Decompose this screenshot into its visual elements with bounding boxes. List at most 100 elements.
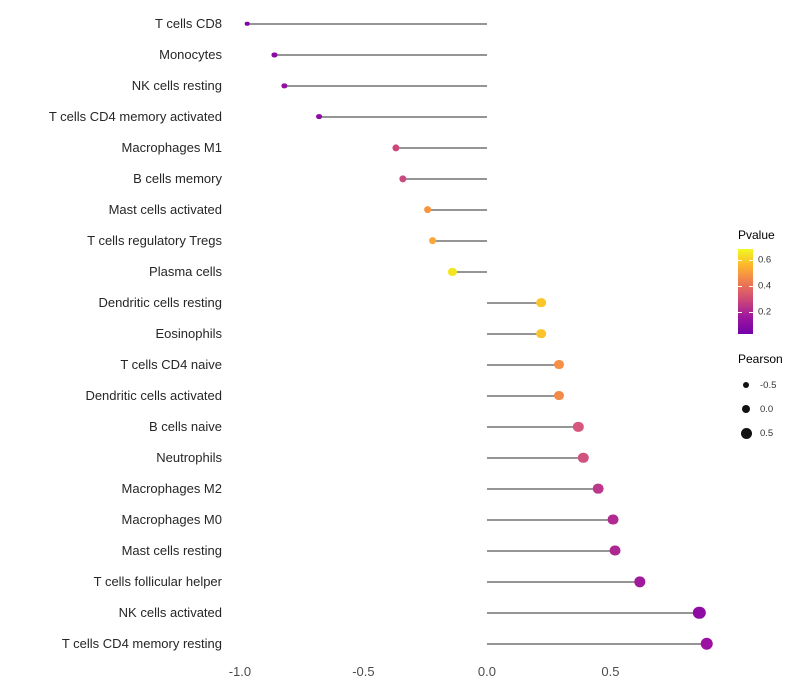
pearson-legend-title: Pearson	[738, 352, 783, 366]
row-track	[232, 194, 712, 225]
lollipop-stem	[486, 581, 641, 582]
lollipop-dot[interactable]	[423, 205, 432, 214]
row-track	[232, 473, 712, 504]
lollipop-stem	[427, 209, 487, 210]
row-track	[232, 535, 712, 566]
lollipop-dot[interactable]	[553, 359, 564, 370]
chart-row: Macrophages M1	[0, 132, 712, 163]
lollipop-dot[interactable]	[536, 328, 547, 339]
lollipop-dot[interactable]	[700, 637, 714, 650]
category-label: T cells CD4 naive	[120, 357, 222, 372]
category-label: Dendritic cells resting	[98, 295, 222, 310]
row-track	[232, 597, 712, 628]
chart-row: Neutrophils	[0, 442, 712, 473]
lollipop-dot[interactable]	[536, 297, 547, 308]
chart-row: T cells CD4 memory resting	[0, 628, 714, 659]
pearson-legend-item: 0.5	[738, 421, 800, 445]
category-label: B cells memory	[133, 171, 222, 186]
category-label: Plasma cells	[149, 264, 222, 279]
row-track	[232, 101, 712, 132]
lollipop-dot[interactable]	[271, 51, 278, 58]
chart-row: Plasma cells	[0, 256, 712, 287]
pvalue-legend: Pvalue 0.6 0.4 0.2	[738, 228, 800, 334]
lollipop-dot[interactable]	[448, 267, 457, 276]
pearson-legend: Pearson -0.5 0.0 0.5	[738, 352, 800, 445]
row-track	[232, 8, 712, 39]
chart-row: Mast cells activated	[0, 194, 712, 225]
pearson-legend-dot	[743, 382, 749, 388]
lollipop-dot[interactable]	[399, 174, 407, 183]
row-track	[232, 225, 712, 256]
lollipop-dot[interactable]	[391, 143, 400, 152]
pearson-legend-dot-box	[738, 427, 754, 439]
category-label: Mast cells resting	[121, 543, 222, 558]
lollipop-dot[interactable]	[693, 606, 706, 619]
lollipop-dot[interactable]	[573, 421, 584, 432]
lollipop-dot[interactable]	[245, 21, 250, 26]
pearson-legend-item: -0.5	[738, 373, 800, 397]
lollipop-stem	[486, 550, 616, 551]
lollipop-stem	[486, 395, 559, 396]
lollipop-dot[interactable]	[281, 82, 287, 89]
category-label: Monocytes	[159, 47, 222, 62]
chart-row: Macrophages M0	[0, 504, 712, 535]
chart-row: Mast cells resting	[0, 535, 712, 566]
x-axis-tick-label: -1.0	[228, 664, 252, 679]
chart-row: NK cells activated	[0, 597, 712, 628]
row-track	[232, 566, 712, 597]
x-axis-tick-label: 0.0	[477, 664, 496, 679]
category-label: Eosinophils	[155, 326, 223, 341]
category-label: T cells follicular helper	[93, 574, 222, 589]
row-track	[232, 504, 712, 535]
lollipop-stem	[486, 457, 584, 458]
category-label: T cells regulatory Tregs	[87, 233, 222, 248]
chart-row: NK cells resting	[0, 70, 712, 101]
row-track	[232, 39, 712, 70]
x-axis-tick-label: -0.5	[352, 664, 375, 679]
pearson-legend-dot	[741, 404, 751, 414]
row-track	[232, 442, 712, 473]
pvalue-colorbar-tick	[738, 311, 742, 313]
lollipop-dot[interactable]	[609, 545, 621, 556]
pvalue-gradient-bar	[738, 249, 753, 334]
pearson-legend-dot-box	[738, 404, 754, 414]
chart-row: T cells follicular helper	[0, 566, 712, 597]
lollipop-dot[interactable]	[316, 113, 322, 120]
lollipop-dot[interactable]	[592, 483, 604, 494]
category-label: B cells naive	[149, 419, 222, 434]
lollipop-dot[interactable]	[428, 236, 437, 245]
lollipop-stem	[247, 23, 487, 24]
lollipop-stem	[486, 364, 559, 365]
pvalue-legend-title: Pvalue	[738, 228, 775, 242]
pvalue-colorbar-tick	[749, 260, 753, 262]
pearson-legend-dot-box	[738, 382, 754, 388]
lollipop-stem	[274, 54, 487, 55]
category-label: T cells CD4 memory activated	[48, 109, 222, 124]
lollipop-stem	[432, 240, 487, 241]
pvalue-colorbar-tick	[738, 260, 742, 262]
lollipop-dot[interactable]	[634, 575, 646, 588]
lollipop-stem	[486, 488, 599, 489]
row-track	[232, 256, 712, 287]
lollipop-stem	[395, 147, 487, 148]
lollipop-dot[interactable]	[607, 514, 619, 525]
chart-row: Dendritic cells resting	[0, 287, 712, 318]
lollipop-stem	[318, 116, 487, 117]
lollipop-stem	[284, 85, 487, 86]
category-label: Mast cells activated	[108, 202, 222, 217]
x-axis-tick-label: 0.5	[601, 664, 620, 679]
lollipop-stem	[486, 643, 707, 644]
lollipop-stem	[486, 302, 542, 303]
row-track	[232, 70, 712, 101]
lollipop-dot[interactable]	[553, 390, 564, 401]
row-track	[232, 132, 712, 163]
category-label: NK cells resting	[131, 78, 222, 93]
lollipop-dot[interactable]	[578, 452, 589, 463]
category-label: Neutrophils	[156, 450, 222, 465]
pvalue-tick-label: 0.2	[758, 306, 772, 318]
lollipop-stem	[402, 178, 487, 179]
lollipop-stem	[486, 519, 613, 520]
chart-row: T cells CD8	[0, 8, 712, 39]
row-track	[232, 318, 712, 349]
chart-row: T cells CD4 naive	[0, 349, 712, 380]
